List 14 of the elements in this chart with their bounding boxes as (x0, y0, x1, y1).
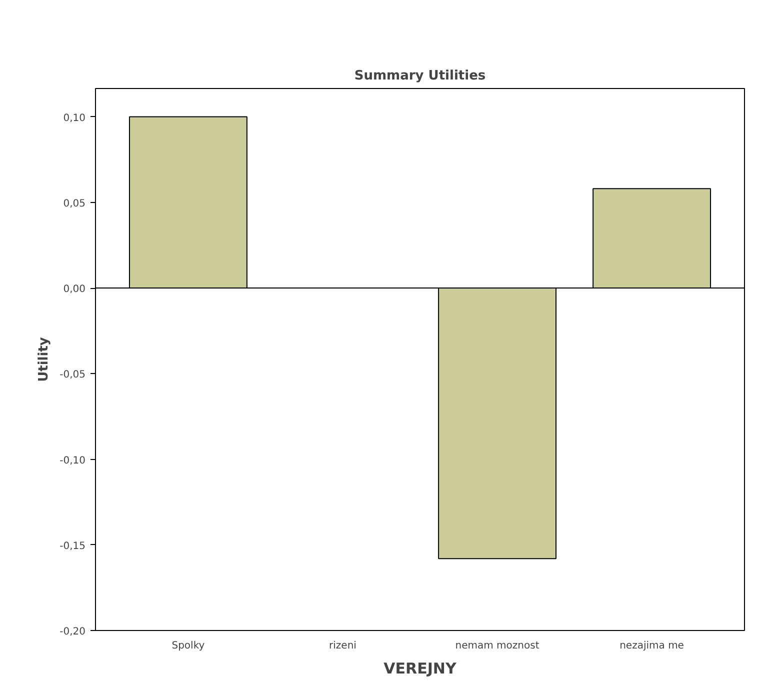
x-tick-label: nezajima me (620, 640, 684, 652)
y-axis-title: Utility (36, 336, 52, 382)
chart-title: Summary Utilities (354, 68, 486, 84)
y-tick-label: 0,00 (63, 284, 86, 296)
x-axis-title: VEREJNY (384, 660, 458, 678)
y-tick-label: 0,10 (63, 112, 86, 124)
x-tick-label: Spolky (172, 640, 205, 652)
y-tick-label: 0,05 (63, 198, 86, 210)
x-tick-label: rizeni (329, 640, 356, 652)
y-tick-label: -0,20 (60, 626, 86, 638)
x-tick-label: nemam moznost (455, 640, 540, 652)
y-tick-label: -0,15 (60, 540, 86, 552)
y-tick-label: -0,10 (60, 455, 86, 466)
y-tick-label: -0,05 (60, 370, 86, 381)
